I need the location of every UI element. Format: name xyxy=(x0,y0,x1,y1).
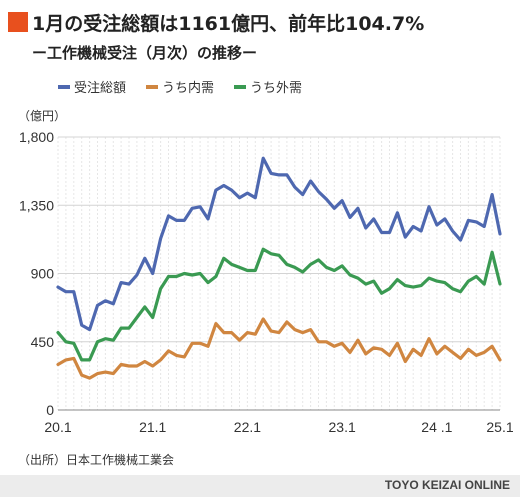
chart-title: 1月の受注総額は1161億円、前年比104.7% xyxy=(32,13,425,35)
series-line-2 xyxy=(56,317,502,380)
y-tick-label: 1,800 xyxy=(19,129,54,145)
x-tick-label: 21.1 xyxy=(139,419,166,435)
y-axis-label: （億円） xyxy=(18,109,66,123)
series-line-3 xyxy=(56,247,502,362)
y-tick-label: 0 xyxy=(46,402,54,418)
x-tick-label: 25.1 xyxy=(486,419,513,435)
title-marker xyxy=(8,12,28,32)
x-tick-label: 20.1 xyxy=(44,419,71,435)
y-tick-label: 1,350 xyxy=(19,197,54,213)
line-chart: 0 450 900 1,350 1,800 （億円） 20.1 21.1 22.1 23.1 24 … xyxy=(18,80,514,435)
chart-subtitle: ー工作機械受注（月次）の推移ー xyxy=(32,44,258,62)
legend-label-3: うち外需 xyxy=(250,81,302,96)
y-tick-label: 450 xyxy=(31,334,55,350)
legend-label-2: うち内需 xyxy=(162,80,214,96)
credit-bar xyxy=(0,475,520,497)
x-tick-label: 24 .1 xyxy=(421,419,452,435)
x-tick-label: 23.1 xyxy=(329,419,356,435)
y-tick-label: 900 xyxy=(31,266,55,282)
series-line-1 xyxy=(56,156,502,332)
x-tick-label: 22.1 xyxy=(234,419,261,435)
publisher-credit: TOYO KEIZAI ONLINE xyxy=(384,478,510,492)
legend-label-1: 受注総額 xyxy=(74,81,126,96)
source-note: （出所）日本工作機械工業会 xyxy=(18,453,175,467)
